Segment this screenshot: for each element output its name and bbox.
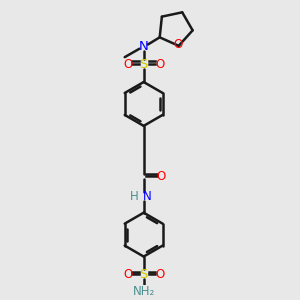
Text: O: O [123, 58, 132, 71]
Text: NH₂: NH₂ [133, 286, 155, 298]
Text: O: O [123, 268, 132, 281]
Text: H: H [130, 190, 139, 203]
Text: O: O [155, 268, 164, 281]
Text: S: S [140, 268, 148, 281]
Text: O: O [157, 170, 166, 183]
Text: O: O [173, 38, 182, 52]
Text: N: N [139, 40, 148, 53]
Text: S: S [140, 58, 148, 71]
Text: N: N [143, 190, 152, 203]
Text: O: O [155, 58, 164, 71]
